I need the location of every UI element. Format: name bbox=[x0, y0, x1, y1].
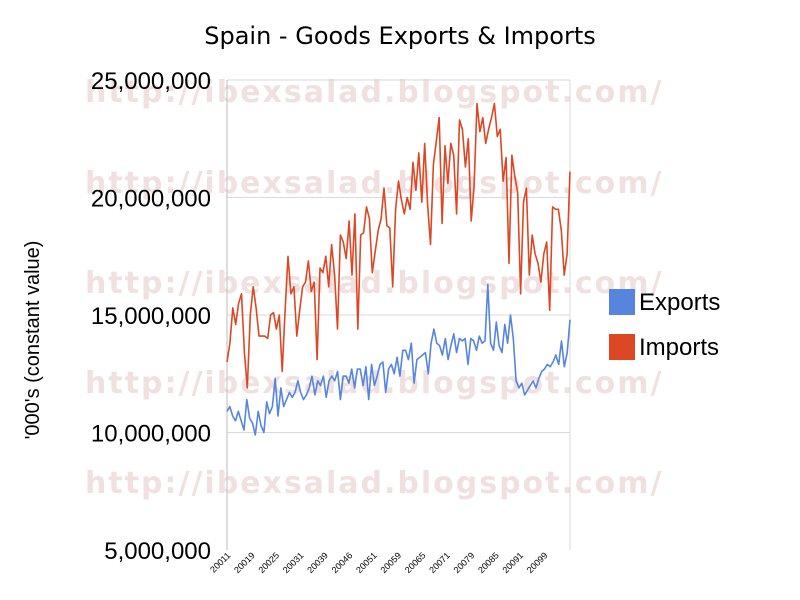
y-tick-label: 10,000,000 bbox=[91, 421, 211, 448]
y-tick-label: 25,000,000 bbox=[91, 68, 211, 95]
series-line-imports bbox=[226, 102, 571, 389]
legend-label-exports: Exports bbox=[639, 289, 720, 316]
x-tick-label: 20065 bbox=[403, 550, 428, 575]
watermark: http://ibexsalad.blogspot.com/ bbox=[85, 166, 664, 201]
x-tick-label: 20091 bbox=[500, 550, 525, 575]
x-tick-label: 20046 bbox=[330, 550, 355, 575]
watermark: http://ibexsalad.blogspot.com/ bbox=[85, 266, 664, 301]
legend: Exports Imports bbox=[609, 289, 720, 361]
series-layer bbox=[226, 102, 571, 436]
x-tick-label: 20019 bbox=[232, 550, 257, 575]
y-axis-label: '000's (constant value) bbox=[22, 241, 44, 440]
series-line-exports bbox=[226, 283, 571, 436]
y-tick-label: 20,000,000 bbox=[91, 186, 211, 213]
x-tick-label: 20085 bbox=[476, 550, 501, 575]
chart-title: Spain - Goods Exports & Imports bbox=[204, 22, 596, 50]
legend-label-imports: Imports bbox=[639, 334, 719, 361]
legend-swatch-exports bbox=[609, 289, 635, 315]
x-tick-label: 20025 bbox=[256, 550, 281, 575]
x-tick-label: 20099 bbox=[525, 550, 550, 575]
y-tick-label: 5,000,000 bbox=[104, 538, 211, 565]
watermark-layer: http://ibexsalad.blogspot.com/ http://ib… bbox=[85, 75, 664, 501]
x-tick-label: 20051 bbox=[354, 550, 379, 575]
y-axis-ticks: 25,000,000 20,000,000 15,000,000 10,000,000… bbox=[91, 68, 211, 565]
y-tick-label: 15,000,000 bbox=[91, 303, 211, 330]
x-tick-label: 20079 bbox=[452, 550, 477, 575]
watermark: http://ibexsalad.blogspot.com/ bbox=[85, 466, 664, 501]
x-tick-label: 20011 bbox=[208, 550, 232, 574]
x-tick-label: 20059 bbox=[378, 550, 403, 575]
x-tick-label: 20071 bbox=[427, 550, 452, 575]
legend-swatch-imports bbox=[609, 334, 635, 360]
x-tick-label: 20031 bbox=[281, 550, 306, 575]
x-tick-label: 20039 bbox=[305, 550, 330, 575]
watermark: http://ibexsalad.blogspot.com/ bbox=[85, 75, 664, 110]
x-axis-ticks: 20011 20019 20025 20031 20039 20046 20051 20059… bbox=[208, 550, 549, 575]
